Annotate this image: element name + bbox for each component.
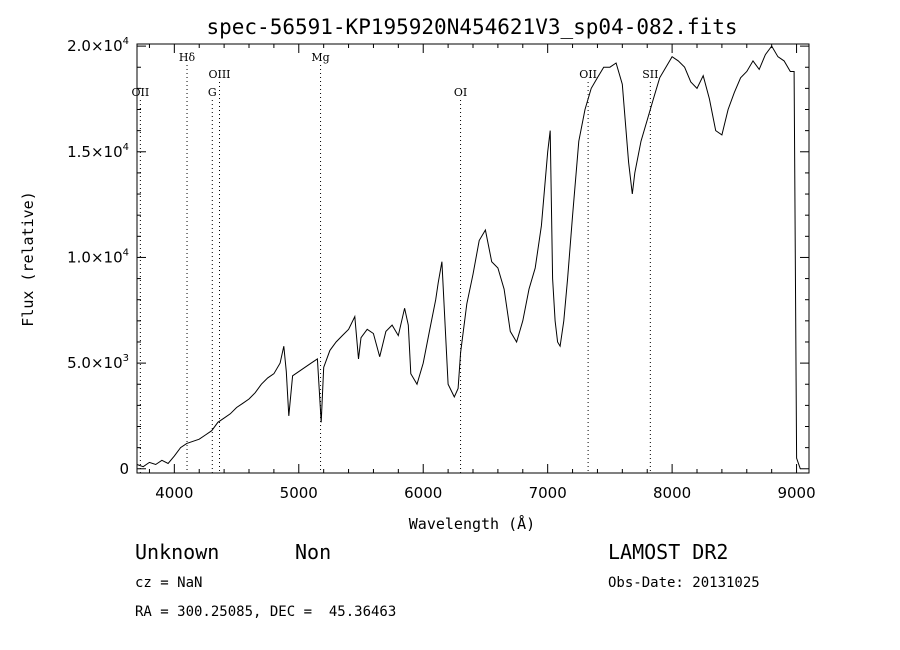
spectral-line-label: Hδ (179, 51, 196, 64)
survey-name: LAMOST DR2 (608, 540, 729, 564)
spectral-line-markers: OII Hδ OIII G Mg OI OII SII (132, 51, 658, 473)
x-axis-label: Wavelength (Å) (409, 514, 535, 533)
x-tick-label: 5000 (280, 484, 318, 502)
plot-frame (136, 43, 810, 474)
x-tick-label: 8000 (653, 484, 691, 502)
spectral-line-label: OI (454, 86, 467, 99)
x-tick-label: 6000 (404, 484, 442, 502)
y-axis-ticks: 0 5.0×103 1.0×104 1.5×104 2.0×104 (67, 36, 809, 478)
redshift-cz: cz = NaN (135, 575, 203, 591)
spectral-line-label: OII (132, 86, 150, 99)
x-tick-label: 4000 (155, 484, 193, 502)
coordinates: RA = 300.25085, DEC = 45.36463 (135, 604, 397, 620)
spectral-subclass: Non (295, 540, 332, 564)
spectrum-series-line (136, 45, 801, 469)
observation-date: Obs-Date: 20131025 (608, 575, 760, 591)
spectral-line-label: SII (642, 68, 658, 81)
spectral-line-label: OIII (208, 68, 230, 81)
spectral-line-label: G (208, 86, 217, 99)
chart-title: spec-56591-KP195920N454621V3_sp04-082.fi… (206, 15, 737, 39)
x-axis-ticks: 4000 5000 6000 7000 8000 9000 (148, 44, 816, 502)
spectral-class: Unknown (135, 540, 220, 564)
x-tick-label: 9000 (777, 484, 815, 502)
y-tick-label: 2.0×104 (67, 36, 129, 55)
y-tick-label: 5.0×103 (67, 353, 129, 372)
y-tick-label: 1.5×104 (67, 142, 129, 161)
spectral-line-label: OII (579, 68, 597, 81)
y-tick-label: 0 (119, 460, 129, 478)
x-tick-label: 7000 (529, 484, 567, 502)
spectral-line-label: Mg (311, 51, 329, 64)
y-tick-label: 1.0×104 (67, 247, 129, 266)
y-axis-label: Flux (relative) (19, 191, 37, 326)
